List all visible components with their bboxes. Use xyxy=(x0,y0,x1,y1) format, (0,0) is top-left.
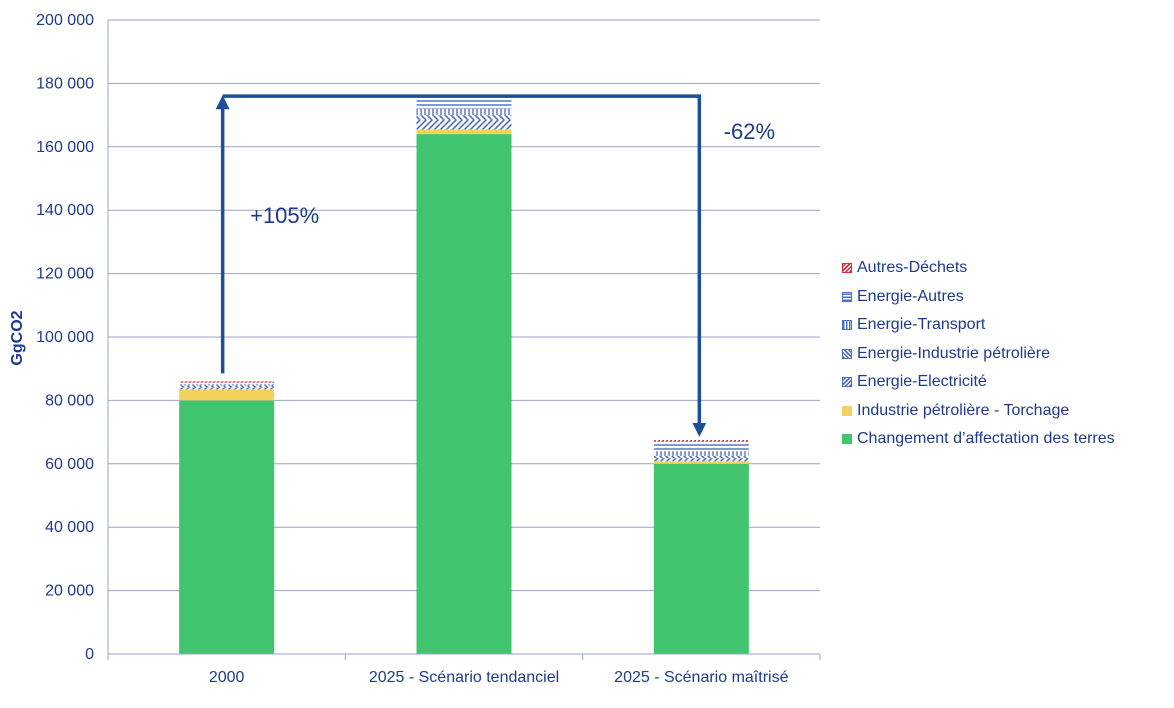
legend-swatch xyxy=(842,348,852,359)
legend-swatch xyxy=(842,434,852,445)
axes xyxy=(107,20,821,660)
legend-label: Autres-Déchets xyxy=(857,259,968,277)
y-tick-label: 160 000 xyxy=(36,139,94,156)
legend-swatch xyxy=(842,377,852,388)
bar-segment xyxy=(179,382,275,385)
bars xyxy=(179,96,749,654)
y-tick-label: 100 000 xyxy=(36,329,94,346)
legend-label: Energie-Autres xyxy=(857,287,964,305)
y-tick-label: 20 000 xyxy=(45,583,94,600)
bar-segment xyxy=(416,115,512,120)
x-tick-label: 2025 - Scénario maîtrisé xyxy=(614,669,788,686)
bar-segment xyxy=(179,381,275,383)
legend-swatch xyxy=(842,291,852,302)
legend-swatch xyxy=(842,405,852,416)
bar-segment xyxy=(653,441,749,452)
bar-segment xyxy=(653,458,749,462)
legend-item: Changement d’affectation des terres xyxy=(842,425,1115,454)
legend-item: Autres-Déchets xyxy=(842,254,1115,283)
legend: Autres-Déchets Energie-Autres Energie-Tran… xyxy=(842,254,1115,454)
bar-segment xyxy=(179,385,275,388)
y-tick-label: 40 000 xyxy=(45,519,94,536)
legend-label: Energie-Industrie pétrolière xyxy=(857,344,1050,362)
legend-label: Energie-Electricité xyxy=(857,373,987,391)
legend-item: Energie-Industrie pétrolière xyxy=(842,340,1115,369)
decrease-annotation: -62% xyxy=(724,119,775,144)
legend-label: Changement d’affectation des terres xyxy=(857,430,1115,448)
legend-item: Energie-Electricité xyxy=(842,368,1115,397)
x-tick-label: 2000 xyxy=(209,669,245,686)
bar-segment xyxy=(653,461,749,464)
bar-segment xyxy=(416,97,512,109)
tick-labels: 0 20 000 40 000 60 000 80 000 100 000 120 000 1… xyxy=(36,12,788,686)
bar-segment xyxy=(653,455,749,459)
y-tick-label: 200 000 xyxy=(36,12,94,29)
y-tick-label: 60 000 xyxy=(45,456,94,473)
bar-segment xyxy=(653,440,749,442)
annotations: +105% -62% xyxy=(215,94,775,437)
decrease-arrow xyxy=(222,94,707,437)
increase-annotation: +105% xyxy=(250,203,319,228)
y-tick-label: 120 000 xyxy=(36,266,94,283)
bar-segment xyxy=(653,463,749,654)
y-tick-label: 0 xyxy=(85,646,94,663)
y-axis-label: GgCO2 xyxy=(9,310,26,365)
bar-segment xyxy=(179,400,275,654)
bar-segment xyxy=(179,384,275,386)
bar-segment xyxy=(653,451,749,456)
bar-segment xyxy=(416,119,512,130)
bar-segment xyxy=(179,389,275,401)
bar-segment xyxy=(416,129,512,135)
legend-swatch xyxy=(842,320,852,331)
legend-label: Industrie pétrolière - Torchage xyxy=(857,401,1070,419)
bar-segment xyxy=(416,108,512,116)
legend-swatch xyxy=(842,263,852,274)
y-tick-label: 180 000 xyxy=(36,75,94,92)
legend-item: Industrie pétrolière - Torchage xyxy=(842,397,1115,426)
legend-item: Energie-Transport xyxy=(842,311,1115,340)
y-tick-label: 140 000 xyxy=(36,202,94,219)
bar-segment xyxy=(416,134,512,654)
legend-item: Energie-Autres xyxy=(842,283,1115,312)
y-tick-label: 80 000 xyxy=(45,392,94,409)
legend-label: Energie-Transport xyxy=(857,316,986,334)
x-tick-label: 2025 - Scénario tendanciel xyxy=(369,669,559,686)
bar-segment xyxy=(179,387,275,390)
